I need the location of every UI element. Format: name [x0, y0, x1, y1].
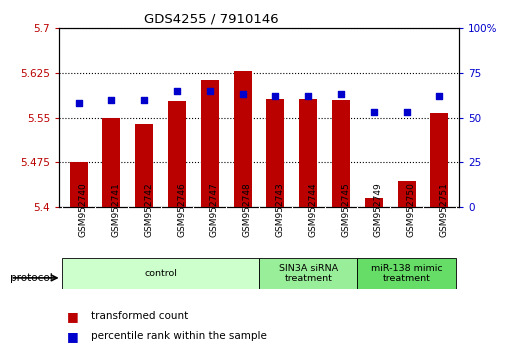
Text: percentile rank within the sample: percentile rank within the sample [91, 331, 267, 341]
Point [107, 97, 115, 103]
Text: GSM952740: GSM952740 [78, 182, 88, 237]
Bar [62, 258, 259, 289]
Bar [201, 80, 219, 207]
Bar [135, 124, 153, 207]
Point [337, 92, 345, 97]
Text: transformed count: transformed count [91, 311, 188, 321]
Text: ■: ■ [67, 330, 79, 343]
Text: control: control [144, 269, 177, 278]
Point [370, 109, 378, 115]
Point [436, 93, 444, 99]
Text: SIN3A siRNA
treatment: SIN3A siRNA treatment [279, 264, 338, 283]
Point [239, 92, 247, 97]
Bar [365, 198, 383, 207]
Text: GSM952743: GSM952743 [275, 182, 285, 237]
Bar [430, 113, 448, 207]
Text: GDS4255 / 7910146: GDS4255 / 7910146 [144, 12, 278, 25]
Text: GSM952751: GSM952751 [440, 182, 448, 237]
Text: GSM952741: GSM952741 [111, 182, 121, 237]
Text: GSM952747: GSM952747 [210, 182, 219, 237]
Point [74, 101, 83, 106]
Bar [168, 101, 186, 207]
Bar [259, 258, 358, 289]
Point [271, 93, 280, 99]
Text: GSM952750: GSM952750 [407, 182, 416, 237]
Bar [398, 182, 416, 207]
Text: GSM952742: GSM952742 [144, 182, 153, 237]
Point [403, 109, 411, 115]
Bar [266, 99, 285, 207]
Point [173, 88, 181, 94]
Text: GSM952745: GSM952745 [341, 182, 350, 237]
Text: ■: ■ [67, 310, 79, 323]
Point [140, 97, 148, 103]
Point [206, 88, 214, 94]
Text: protocol: protocol [10, 273, 53, 283]
Bar [358, 258, 456, 289]
Text: GSM952748: GSM952748 [243, 182, 252, 237]
Text: miR-138 mimic
treatment: miR-138 mimic treatment [371, 264, 443, 283]
Text: GSM952749: GSM952749 [374, 182, 383, 237]
Bar [233, 71, 252, 207]
Bar [103, 118, 121, 207]
Bar [332, 100, 350, 207]
Point [304, 93, 312, 99]
Text: GSM952746: GSM952746 [177, 182, 186, 237]
Bar [299, 99, 317, 207]
Bar [70, 162, 88, 207]
Text: GSM952744: GSM952744 [308, 182, 317, 237]
